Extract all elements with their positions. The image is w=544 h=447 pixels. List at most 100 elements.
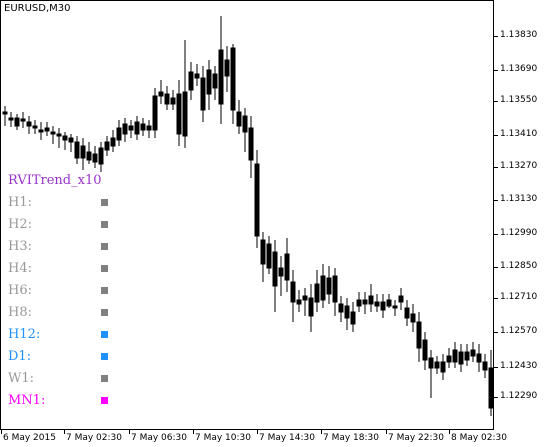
- timeframe-label: H4:: [8, 261, 32, 276]
- candle-body: [206, 69, 212, 95]
- indicator-row: MN1:: [8, 393, 118, 409]
- trend-state-square-icon: [101, 221, 108, 228]
- candle-body: [350, 311, 356, 325]
- time-label: 7 May 18:30: [323, 433, 379, 443]
- trend-state-square-icon: [101, 309, 108, 316]
- time-label: 7 May 02:30: [66, 433, 122, 443]
- candle-body: [416, 321, 422, 349]
- indicator-row: H4:: [8, 261, 118, 277]
- candle-body: [446, 355, 452, 363]
- candle-body: [92, 153, 98, 163]
- candle-body: [116, 127, 122, 141]
- candle-body: [182, 91, 188, 137]
- timeframe-label: H3:: [8, 239, 32, 254]
- indicator-row: D1:: [8, 349, 118, 365]
- price-tick: [494, 298, 498, 299]
- price-label: 1.12290: [500, 391, 538, 401]
- candle-body: [392, 305, 398, 309]
- candle-body: [326, 277, 332, 295]
- candle-body: [98, 147, 104, 165]
- price-tick: [494, 167, 498, 168]
- timeframe-label: D1:: [8, 349, 32, 364]
- candle-body: [380, 301, 386, 311]
- price-label: 1.13690: [500, 64, 538, 74]
- candle-body: [272, 251, 278, 287]
- candle-body: [482, 361, 488, 371]
- trend-state-square-icon: [101, 375, 108, 382]
- candle-body: [284, 253, 290, 281]
- indicator-row: W1:: [8, 371, 118, 387]
- candle-body: [290, 281, 296, 303]
- candle-body: [74, 141, 80, 159]
- candle-body: [230, 47, 236, 111]
- candle-body: [128, 125, 134, 131]
- candle-body: [194, 73, 200, 79]
- candle-body: [254, 163, 260, 237]
- indicator-row: H6:: [8, 283, 118, 299]
- candle-body: [62, 135, 68, 141]
- indicator-row: H2:: [8, 217, 118, 233]
- price-tick: [494, 135, 498, 136]
- candle-body: [8, 117, 14, 121]
- candle-body: [410, 313, 416, 323]
- candle-body: [488, 367, 494, 409]
- candle-body: [32, 125, 38, 129]
- symbol-label: EURUSD,M30: [4, 3, 71, 14]
- candle-body: [266, 243, 272, 269]
- candle-body: [80, 145, 86, 159]
- price-label: 1.13550: [500, 95, 538, 105]
- candle-body: [20, 118, 26, 122]
- candle-body: [368, 295, 374, 305]
- price-tick: [494, 332, 498, 333]
- candle-body: [110, 137, 116, 147]
- candle-body: [296, 299, 302, 305]
- indicator-row: H12:: [8, 327, 118, 343]
- price-label: 1.12710: [500, 292, 538, 302]
- candle-body: [200, 77, 206, 111]
- price-tick: [494, 70, 498, 71]
- plot-area[interactable]: [0, 0, 494, 430]
- price-label: 1.13830: [500, 30, 538, 40]
- candle-body: [176, 93, 182, 135]
- candle-body: [260, 239, 266, 265]
- indicator-row: H1:: [8, 195, 118, 211]
- time-tick: [193, 430, 194, 434]
- candle-body: [242, 115, 248, 133]
- candle-body: [428, 357, 434, 369]
- price-tick: [494, 267, 498, 268]
- time-label: 7 May 22:30: [388, 433, 444, 443]
- trend-state-square-icon: [101, 397, 108, 404]
- candle-body: [146, 125, 152, 131]
- candle-body: [158, 91, 164, 97]
- trend-state-square-icon: [101, 353, 108, 360]
- candle-body: [122, 123, 128, 135]
- candle-body: [164, 93, 170, 105]
- candle-body: [302, 295, 308, 301]
- candle-body: [38, 129, 44, 133]
- candle-body: [248, 127, 254, 161]
- candle-body: [26, 121, 32, 127]
- candle-body: [56, 133, 62, 137]
- candle-body: [140, 123, 146, 131]
- candle-body: [314, 283, 320, 303]
- time-tick: [1, 430, 2, 434]
- trend-state-square-icon: [101, 287, 108, 294]
- candle-body: [362, 299, 368, 305]
- price-tick: [494, 101, 498, 102]
- price-label: 1.13410: [500, 129, 538, 139]
- candle-body: [68, 137, 74, 143]
- candle-body: [134, 121, 140, 135]
- price-label: 1.12430: [500, 361, 538, 371]
- timeframe-label: MN1:: [8, 393, 46, 408]
- candle-body: [338, 303, 344, 313]
- price-tick: [494, 36, 498, 37]
- candlestick-series: [2, 16, 494, 416]
- candle-body: [374, 301, 380, 307]
- time-label: 6 May 2015: [3, 433, 56, 443]
- price-label: 1.13130: [500, 194, 538, 204]
- price-tick: [494, 200, 498, 201]
- time-label: 7 May 14:30: [259, 433, 315, 443]
- time-label: 8 May 02:30: [451, 433, 507, 443]
- indicator-row: H3:: [8, 239, 118, 255]
